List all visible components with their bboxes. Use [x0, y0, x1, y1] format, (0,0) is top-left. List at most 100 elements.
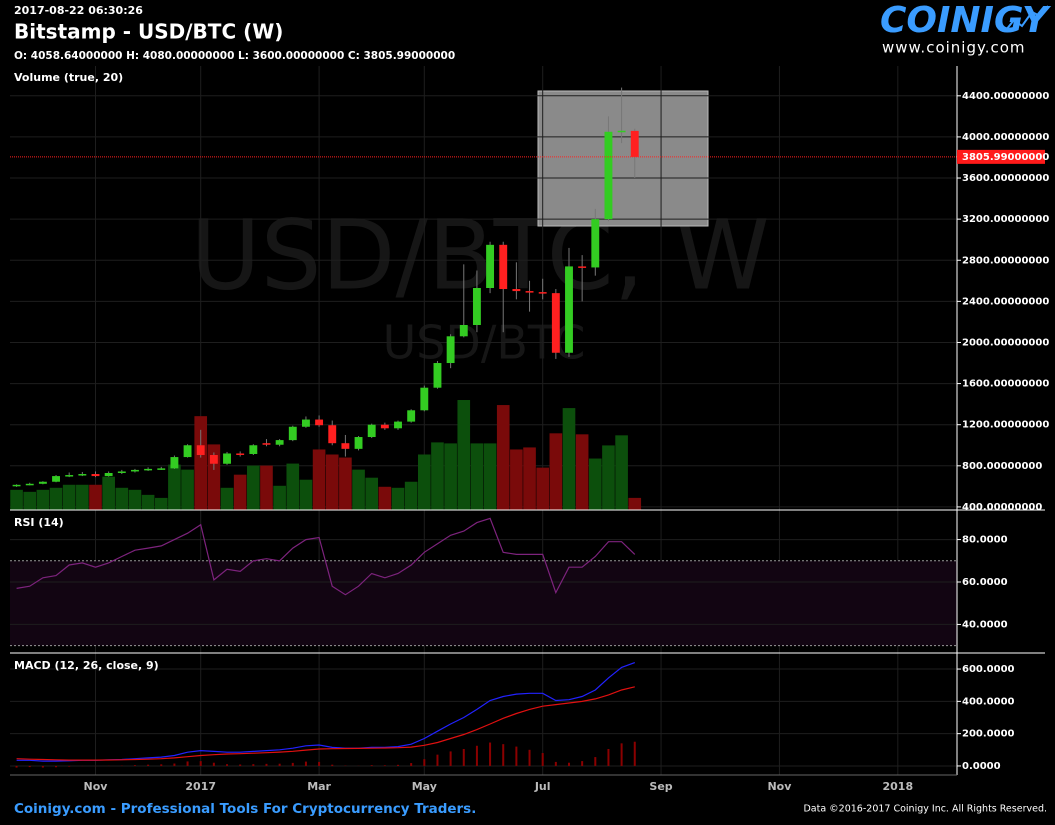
y-tick-label: 2800.00000000 — [962, 255, 1049, 266]
histogram-bar — [252, 764, 255, 766]
volume-bar — [115, 487, 129, 510]
candle-body — [209, 455, 218, 464]
histogram-bar — [173, 763, 176, 766]
candle-body — [630, 130, 639, 157]
volume-bar — [391, 487, 405, 510]
volume-bar — [628, 497, 642, 510]
histogram-bar — [541, 753, 544, 766]
candle-body — [236, 453, 245, 455]
volume-bar — [378, 486, 392, 510]
histogram-bar — [620, 743, 623, 766]
histogram-bar — [449, 751, 452, 766]
candle-body — [12, 484, 21, 487]
volume-bar — [431, 442, 444, 510]
candle-body — [315, 419, 324, 426]
candle-body — [104, 473, 113, 477]
candle-body — [288, 426, 297, 441]
y-tick-label: 600.0000 — [962, 664, 1015, 675]
website: www.coinigy.com — [882, 39, 1026, 57]
candle-body — [65, 475, 74, 477]
histogram-bar — [199, 761, 202, 766]
candle-body — [459, 325, 468, 337]
candle-body — [538, 292, 547, 294]
histogram-bar — [304, 761, 307, 766]
y-tick-label: 3200.00000000 — [962, 214, 1049, 225]
volume-bar — [102, 476, 115, 510]
timestamp: 2017-08-22 06:30:26 — [14, 4, 143, 17]
histogram-bar — [594, 757, 597, 766]
histogram-bar — [607, 748, 610, 766]
volume-bar — [62, 484, 76, 510]
histogram-bar — [397, 764, 400, 766]
volume-bar — [352, 469, 365, 510]
candle-body — [262, 443, 271, 445]
histogram-bar — [226, 764, 229, 766]
histogram-bar — [436, 754, 439, 766]
title: Bitstamp - USD/BTC (W) — [14, 20, 283, 44]
y-tick-label: 200.0000 — [962, 729, 1015, 740]
candle-body — [196, 445, 205, 456]
histogram-bar — [68, 765, 71, 767]
y-tick-label: 400.00000000 — [962, 502, 1042, 513]
volume-bar — [325, 454, 339, 510]
volume-bar — [549, 433, 563, 510]
volume-bar — [562, 408, 576, 510]
volume-bar — [615, 435, 628, 510]
histogram-bar — [370, 765, 373, 766]
candle-body — [249, 445, 258, 454]
plot — [10, 66, 957, 775]
histogram-bar — [410, 763, 413, 766]
volume-bar — [457, 400, 471, 510]
volume-bar — [181, 469, 194, 510]
candle-body — [617, 130, 626, 133]
candle-body — [394, 421, 402, 429]
histogram-bar — [278, 763, 281, 766]
histogram-bar — [55, 765, 58, 768]
histogram-bar — [15, 765, 18, 768]
x-tick-label: Nov — [84, 780, 109, 793]
y-tick-label: 1200.00000000 — [962, 420, 1049, 431]
volume-bar — [404, 481, 418, 510]
volume-bar — [23, 491, 37, 510]
volume-bar — [523, 447, 536, 510]
candle-body — [117, 471, 126, 473]
y-tick-label: 1600.00000000 — [962, 379, 1049, 390]
histogram-bar — [383, 765, 386, 766]
candle-body — [604, 131, 613, 220]
volume-bar — [141, 494, 155, 510]
histogram-bar — [331, 764, 334, 766]
volume-bar — [286, 463, 300, 510]
volume-bar — [312, 449, 326, 510]
volume-bar — [496, 405, 510, 510]
volume-bar — [49, 487, 63, 510]
indicator-label: MACD (12, 26, close, 9) — [14, 659, 159, 672]
volume-bar — [260, 465, 273, 510]
volume-bar — [444, 443, 457, 510]
candle-body — [512, 289, 521, 292]
y-tick-label: 0.0000 — [962, 761, 1001, 772]
candle-body — [183, 445, 192, 458]
candle-body — [551, 293, 560, 353]
histogram-bar — [133, 765, 136, 766]
logo: COINIGY — [880, 0, 1052, 41]
candle-body — [157, 468, 166, 470]
candle-body — [433, 363, 442, 388]
candle-body — [25, 483, 34, 486]
footer-tagline: Coinigy.com - Professional Tools For Cry… — [14, 801, 476, 817]
histogram-bar — [462, 748, 465, 766]
candle-body — [354, 437, 363, 449]
volume-bar — [168, 464, 181, 510]
candle-body — [144, 468, 153, 471]
histogram-bar — [239, 764, 242, 766]
last-price-label: 3805.99000000 — [962, 152, 1049, 163]
histogram-bar — [475, 745, 478, 766]
candle-body — [486, 244, 495, 288]
y-tick-label: 80.0000 — [962, 535, 1008, 546]
candle-body — [499, 244, 508, 290]
level-band — [10, 560, 957, 646]
volume-bar — [36, 489, 50, 510]
line — [16, 686, 635, 761]
candle-body — [446, 336, 455, 364]
histogram-bar — [28, 765, 31, 768]
